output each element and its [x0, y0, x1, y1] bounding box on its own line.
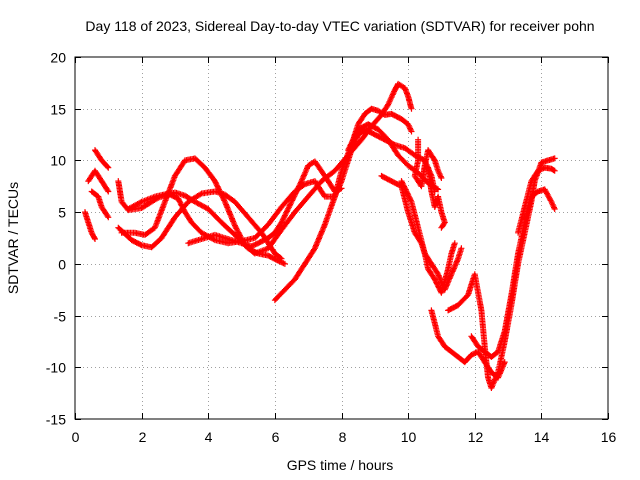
- series-track-d: [88, 188, 112, 221]
- x-axis-label: GPS time / hours: [287, 457, 394, 473]
- x-tick-label: 12: [468, 429, 484, 445]
- x-tick-label: 10: [401, 429, 417, 445]
- x-tick-label: 6: [272, 429, 280, 445]
- data-marks-track-b: [85, 167, 112, 195]
- x-tick-label: 16: [601, 429, 617, 445]
- x-tick-label: 14: [534, 429, 550, 445]
- x-tick-label: 0: [72, 429, 80, 445]
- x-tick-label: 8: [339, 429, 347, 445]
- data-marks-track-a: [82, 209, 98, 242]
- series-track-p: [468, 186, 558, 360]
- y-tick-label: 15: [50, 102, 66, 118]
- plot-frame: [74, 56, 609, 420]
- data-marks-track-i: [185, 158, 345, 250]
- series-track-i: [185, 158, 345, 250]
- data-marks-track-s: [425, 164, 448, 231]
- y-tick-label: -5: [54, 309, 67, 325]
- y-tick-label: 10: [50, 153, 66, 169]
- x-tick-label: 2: [139, 429, 147, 445]
- data-marks-track-j: [271, 105, 415, 304]
- data-marks-track-p: [468, 186, 558, 360]
- series-track-b: [85, 167, 112, 195]
- y-axis-label: SDTVAR / TECUs: [5, 182, 21, 294]
- series-track-j: [271, 105, 415, 304]
- data-marks-track-q: [515, 164, 558, 236]
- data-marks-track-c: [92, 147, 112, 171]
- y-tick-label: 20: [50, 50, 66, 66]
- grid: [75, 57, 608, 419]
- series-track-s: [425, 164, 448, 231]
- series-track-r: [411, 136, 445, 190]
- series-track-c: [92, 147, 112, 171]
- data-marks-track-r: [411, 136, 445, 190]
- x-tick-label: 4: [205, 429, 213, 445]
- data-marks-track-m: [398, 178, 458, 296]
- chart-title: Day 118 of 2023, Sidereal Day-to-day VTE…: [85, 18, 594, 34]
- series-track-h: [125, 126, 438, 247]
- axis-ticks: 0 2 4 6 8 10 12 14 16 -15 -10 -5 0 5 10 15 20: [46, 50, 617, 446]
- series-track-m: [398, 178, 458, 296]
- data-points: [82, 80, 558, 391]
- y-tick-label: -15: [46, 412, 66, 428]
- y-tick-label: -10: [46, 360, 66, 376]
- data-marks-track-d: [88, 188, 112, 221]
- y-tick-label: 5: [58, 205, 66, 221]
- series-track-q: [515, 164, 558, 236]
- series-track-a: [82, 209, 98, 242]
- y-tick-label: 0: [58, 257, 66, 273]
- data-marks-track-h: [125, 126, 438, 247]
